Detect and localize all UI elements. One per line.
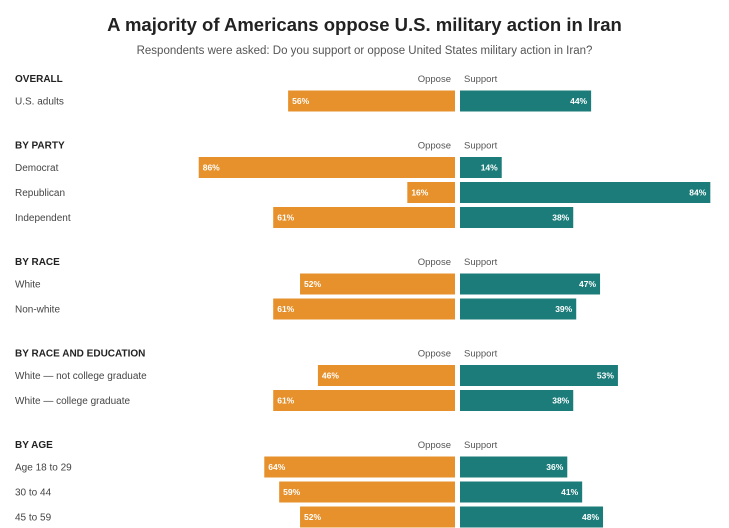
oppose-bar xyxy=(273,207,455,228)
support-bar xyxy=(460,182,711,203)
support-value-label: 36% xyxy=(546,462,563,472)
support-header-label: Support xyxy=(464,349,498,360)
support-bar xyxy=(460,365,618,386)
section-label: BY RACE xyxy=(15,257,60,268)
oppose-value-label: 59% xyxy=(283,487,300,497)
category-label: Republican xyxy=(15,188,65,199)
support-value-label: 39% xyxy=(555,304,572,314)
category-label: 45 to 59 xyxy=(15,513,52,524)
support-header-label: Support xyxy=(464,257,498,268)
oppose-bar xyxy=(300,506,455,528)
oppose-header-label: Oppose xyxy=(418,74,451,85)
oppose-value-label: 56% xyxy=(292,96,309,106)
oppose-header-label: Oppose xyxy=(418,440,451,451)
support-header-label: Support xyxy=(464,440,498,451)
support-bar xyxy=(460,506,604,528)
category-label: Independent xyxy=(15,213,71,224)
support-bar xyxy=(460,157,502,178)
support-value-label: 44% xyxy=(570,96,587,106)
support-bar xyxy=(460,456,568,478)
oppose-value-label: 61% xyxy=(277,213,294,223)
support-value-label: 53% xyxy=(597,371,614,381)
category-label: White — college graduate xyxy=(15,396,131,407)
oppose-bar xyxy=(273,298,455,320)
support-bar xyxy=(460,207,574,228)
chart-subtitle: Respondents were asked: Do you support o… xyxy=(136,45,593,57)
oppose-value-label: 86% xyxy=(203,163,220,173)
category-label: 30 to 44 xyxy=(15,488,52,499)
oppose-value-label: 64% xyxy=(268,462,285,472)
section-label: OVERALL xyxy=(15,74,63,85)
support-value-label: 48% xyxy=(582,512,599,522)
category-label: U.S. adults xyxy=(15,97,64,108)
oppose-bar xyxy=(198,157,455,178)
category-label: White xyxy=(15,280,41,291)
oppose-bar xyxy=(264,456,455,478)
support-bar xyxy=(460,481,583,503)
oppose-value-label: 61% xyxy=(277,396,294,406)
category-label: Non-white xyxy=(15,305,60,316)
support-value-label: 84% xyxy=(689,188,706,198)
oppose-header-label: Oppose xyxy=(418,257,451,268)
support-value-label: 38% xyxy=(552,396,569,406)
section-label: BY PARTY xyxy=(15,141,65,152)
oppose-value-label: 52% xyxy=(304,279,321,289)
oppose-bar xyxy=(288,90,455,112)
section-label: BY RACE AND EDUCATION xyxy=(15,349,145,360)
support-header-label: Support xyxy=(464,141,498,152)
oppose-value-label: 61% xyxy=(277,304,294,314)
category-label: Age 18 to 29 xyxy=(15,463,72,474)
oppose-bar xyxy=(279,481,455,503)
oppose-value-label: 52% xyxy=(304,512,321,522)
oppose-header-label: Oppose xyxy=(418,349,451,360)
category-label: Democrat xyxy=(15,163,59,174)
support-value-label: 14% xyxy=(481,163,498,173)
support-bar xyxy=(460,273,601,295)
category-label: White — not college graduate xyxy=(15,371,147,382)
support-bar xyxy=(460,90,592,112)
support-value-label: 38% xyxy=(552,213,569,223)
oppose-bar xyxy=(317,365,455,386)
oppose-value-label: 16% xyxy=(411,188,428,198)
support-bar xyxy=(460,298,577,320)
oppose-bar xyxy=(300,273,455,295)
oppose-value-label: 46% xyxy=(322,371,339,381)
section-label: BY AGE xyxy=(15,440,53,451)
oppose-header-label: Oppose xyxy=(418,141,451,152)
support-value-label: 47% xyxy=(579,279,596,289)
support-bar xyxy=(460,390,574,411)
oppose-bar xyxy=(407,182,455,203)
chart-title: A majority of Americans oppose U.S. mili… xyxy=(107,14,622,35)
oppose-bar xyxy=(273,390,455,411)
support-value-label: 41% xyxy=(561,487,578,497)
support-header-label: Support xyxy=(464,74,498,85)
